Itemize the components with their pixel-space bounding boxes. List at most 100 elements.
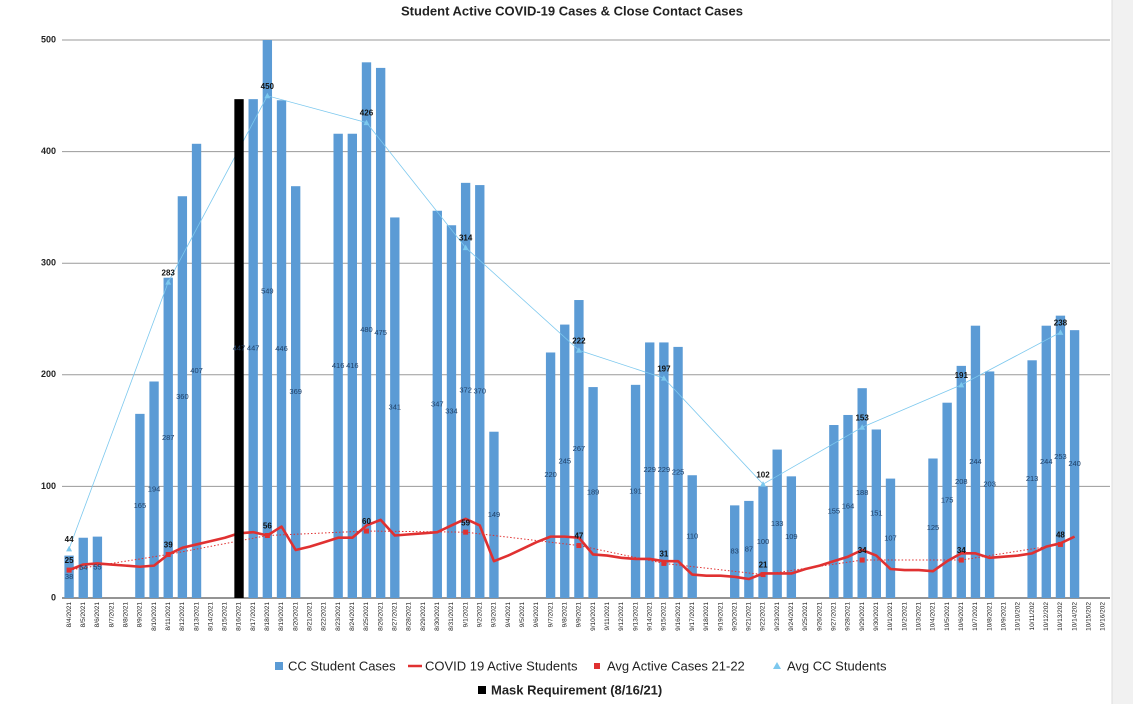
bar-value-label: 416 xyxy=(346,361,359,370)
point-label: 44 xyxy=(65,535,74,544)
x-tick-label: 8/5/2021 xyxy=(80,602,87,628)
x-tick-label: 10/10/202 xyxy=(1015,602,1022,631)
bar-value-label: 208 xyxy=(955,477,968,486)
x-tick-label: 9/25/2021 xyxy=(802,602,809,631)
x-tick-label: 10/7/2021 xyxy=(972,602,979,631)
x-tick-label: 8/31/2021 xyxy=(448,602,455,631)
x-tick-label: 8/10/2021 xyxy=(151,602,158,631)
bar-value-label: 416 xyxy=(332,361,345,370)
y-tick-label: 500 xyxy=(41,34,56,44)
x-tick-label: 9/18/2021 xyxy=(703,602,710,631)
grid xyxy=(62,39,1110,599)
y-tick-label: 300 xyxy=(41,258,56,268)
square-marker xyxy=(958,557,964,563)
x-tick-label: 10/11/202 xyxy=(1029,602,1036,631)
bar-value-label: 334 xyxy=(445,407,458,416)
labels: 0 100 200 300 400 500 8/4/2021 8/5/2021 8/6/2021… xyxy=(41,34,1107,697)
bar-value-label: 83 xyxy=(731,547,739,556)
x-tick-label: 10/5/2021 xyxy=(944,602,951,631)
bar-value-label: 151 xyxy=(870,509,883,518)
bar xyxy=(262,40,273,598)
bar xyxy=(390,217,400,598)
bar xyxy=(361,62,372,598)
x-tick-label: 8/4/2021 xyxy=(66,602,73,628)
bar xyxy=(829,425,839,598)
legend-swatch xyxy=(594,663,600,669)
bar-value-label: 213 xyxy=(1026,474,1039,483)
bar-value-label: 87 xyxy=(745,544,753,553)
bar xyxy=(1027,360,1037,598)
point-label: 21 xyxy=(759,561,768,570)
bar-value-label: 446 xyxy=(275,344,288,353)
square-marker xyxy=(1057,541,1063,547)
triangle-marker xyxy=(66,545,73,552)
x-tick-label: 8/26/2021 xyxy=(377,602,384,631)
legend-label: COVID 19 Active Students xyxy=(425,658,578,673)
x-tick-label: 8/20/2021 xyxy=(292,602,299,631)
square-marker xyxy=(165,551,171,557)
x-tick-label: 8/28/2021 xyxy=(406,602,413,631)
point-label: 25 xyxy=(65,556,74,565)
point-label: 191 xyxy=(955,371,969,380)
bar xyxy=(333,133,343,598)
x-tick-label: 9/19/2021 xyxy=(717,602,724,631)
square-marker xyxy=(463,529,469,535)
x-tick-label: 8/27/2021 xyxy=(392,602,399,631)
x-tick-label: 9/12/2021 xyxy=(618,602,625,631)
x-tick-label: 8/30/2021 xyxy=(434,602,441,631)
triangle-marker xyxy=(660,375,667,381)
bar xyxy=(758,486,768,598)
bar xyxy=(687,475,697,598)
x-tick-label: 10/8/2021 xyxy=(986,602,993,631)
bar-value-label: 225 xyxy=(672,467,685,476)
bar xyxy=(1055,315,1066,598)
bar xyxy=(928,458,938,598)
bar xyxy=(64,555,74,598)
bar xyxy=(645,342,655,598)
x-tick-label: 8/22/2021 xyxy=(321,602,328,631)
bar-value-label: 480 xyxy=(360,325,373,334)
bar xyxy=(489,431,499,598)
square-marker xyxy=(576,543,582,549)
dotted-line xyxy=(69,530,1061,576)
square-marker xyxy=(66,567,72,573)
x-tick-label: 9/23/2021 xyxy=(774,602,781,631)
x-tick-label: 10/1/2021 xyxy=(887,602,894,631)
bar xyxy=(730,505,740,598)
square-marker xyxy=(760,572,766,578)
point-label: 56 xyxy=(263,522,272,531)
x-tick-label: 8/21/2021 xyxy=(307,602,314,631)
legend-label: Avg Active Cases 21-22 xyxy=(607,658,745,673)
triangle-marker xyxy=(264,92,271,99)
bar xyxy=(659,342,669,598)
point-label: 153 xyxy=(855,413,869,422)
triangle-marker xyxy=(363,119,370,126)
x-tick-label: 8/14/2021 xyxy=(207,602,214,631)
x-tick-label: 9/2/2021 xyxy=(477,602,484,628)
bar xyxy=(630,384,641,598)
bar xyxy=(673,346,683,598)
bar xyxy=(276,100,287,598)
y-tick-label: 0 xyxy=(51,592,56,602)
x-tick-label: 9/28/2021 xyxy=(845,602,852,631)
bar xyxy=(885,478,896,598)
bar-value-label: 245 xyxy=(558,456,571,465)
bar xyxy=(1041,325,1051,598)
bar-value-label: 229 xyxy=(643,465,656,474)
x-tick-label: 9/14/2021 xyxy=(646,602,653,631)
x-tick-label: 9/1/2021 xyxy=(462,602,469,628)
x-tick-label: 8/8/2021 xyxy=(122,602,129,628)
bar-value-label: 189 xyxy=(587,488,600,497)
x-tick-label: 8/12/2021 xyxy=(179,602,186,631)
triangle-marker xyxy=(760,481,767,487)
x-tick-label: 9/11/2021 xyxy=(604,602,611,631)
bar-value-label: 229 xyxy=(658,465,671,474)
bar-value-label: 244 xyxy=(969,457,982,466)
bar xyxy=(135,413,145,598)
square-marker xyxy=(363,528,369,534)
x-tick-label: 9/22/2021 xyxy=(760,602,767,631)
point-label: 39 xyxy=(164,541,173,550)
y-tick-label: 200 xyxy=(41,369,56,379)
legend-swatch xyxy=(773,662,781,669)
x-tick-label: 9/26/2021 xyxy=(816,602,823,631)
